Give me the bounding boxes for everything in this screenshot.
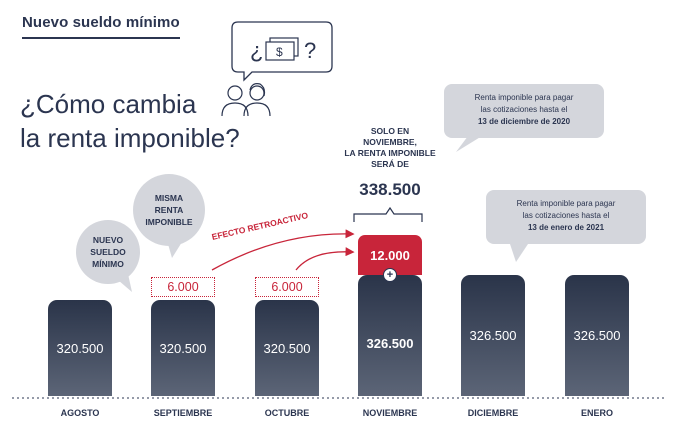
increment-septiembre: 6.000: [151, 277, 215, 297]
bar-noviembre: 326.500: [358, 275, 422, 396]
month-label-noviembre: NOVIEMBRE: [362, 408, 418, 418]
bubble-enero: Renta imponible para pagar las cotizacio…: [486, 190, 646, 244]
month-label-octubre: OCTUBRE: [264, 408, 310, 418]
bubble-misma-renta: MISMA RENTA IMPONIBLE: [133, 174, 205, 246]
bar-value-label: 326.500: [573, 328, 621, 343]
bubble-nuevo-sueldo: NUEVO SUELDO MÍNIMO: [76, 220, 140, 284]
month-label-agosto: AGOSTO: [60, 408, 100, 418]
month-label-enero: ENERO: [580, 408, 613, 418]
increment-octubre: 6.000: [255, 277, 319, 297]
bar-value-label: 320.500: [159, 340, 207, 356]
total-note: SOLO EN NOVIEMBRE, LA RENTA IMPONIBLE SE…: [344, 126, 436, 169]
total-value: 338.500: [359, 180, 421, 199]
bar-value-label: 320.500: [56, 340, 104, 356]
bar-octubre: 320.500: [255, 300, 319, 396]
month-label-diciembre: DICIEMBRE: [467, 408, 519, 418]
bar-value-label: 320.500: [263, 340, 311, 356]
bar-diciembre: 326.500: [461, 275, 525, 396]
bar-septiembre: 320.500: [151, 300, 215, 396]
question-line-1: ¿Cómo cambia: [20, 89, 197, 119]
bar-value-label: 326.500: [469, 328, 517, 343]
bar-enero: 326.500: [565, 275, 629, 396]
plus-icon: +: [383, 268, 397, 282]
bar-agosto: 320.500: [48, 300, 112, 396]
month-label-septiembre: SEPTIEMBRE: [153, 408, 213, 418]
svg-text:$: $: [276, 45, 283, 59]
inverted-question-glyph: ¿: [250, 38, 263, 63]
bar-value-label: 326.500: [366, 336, 414, 351]
bubble-diciembre: Renta imponible para pagar las cotizacio…: [444, 84, 604, 138]
header-title: Nuevo sueldo mínimo: [22, 14, 180, 39]
question-glyph: ?: [304, 38, 316, 63]
question-line-2: la renta imponible?: [20, 123, 240, 153]
retro-arrow-1: [211, 229, 355, 271]
retro-arrow-2: [295, 247, 355, 271]
